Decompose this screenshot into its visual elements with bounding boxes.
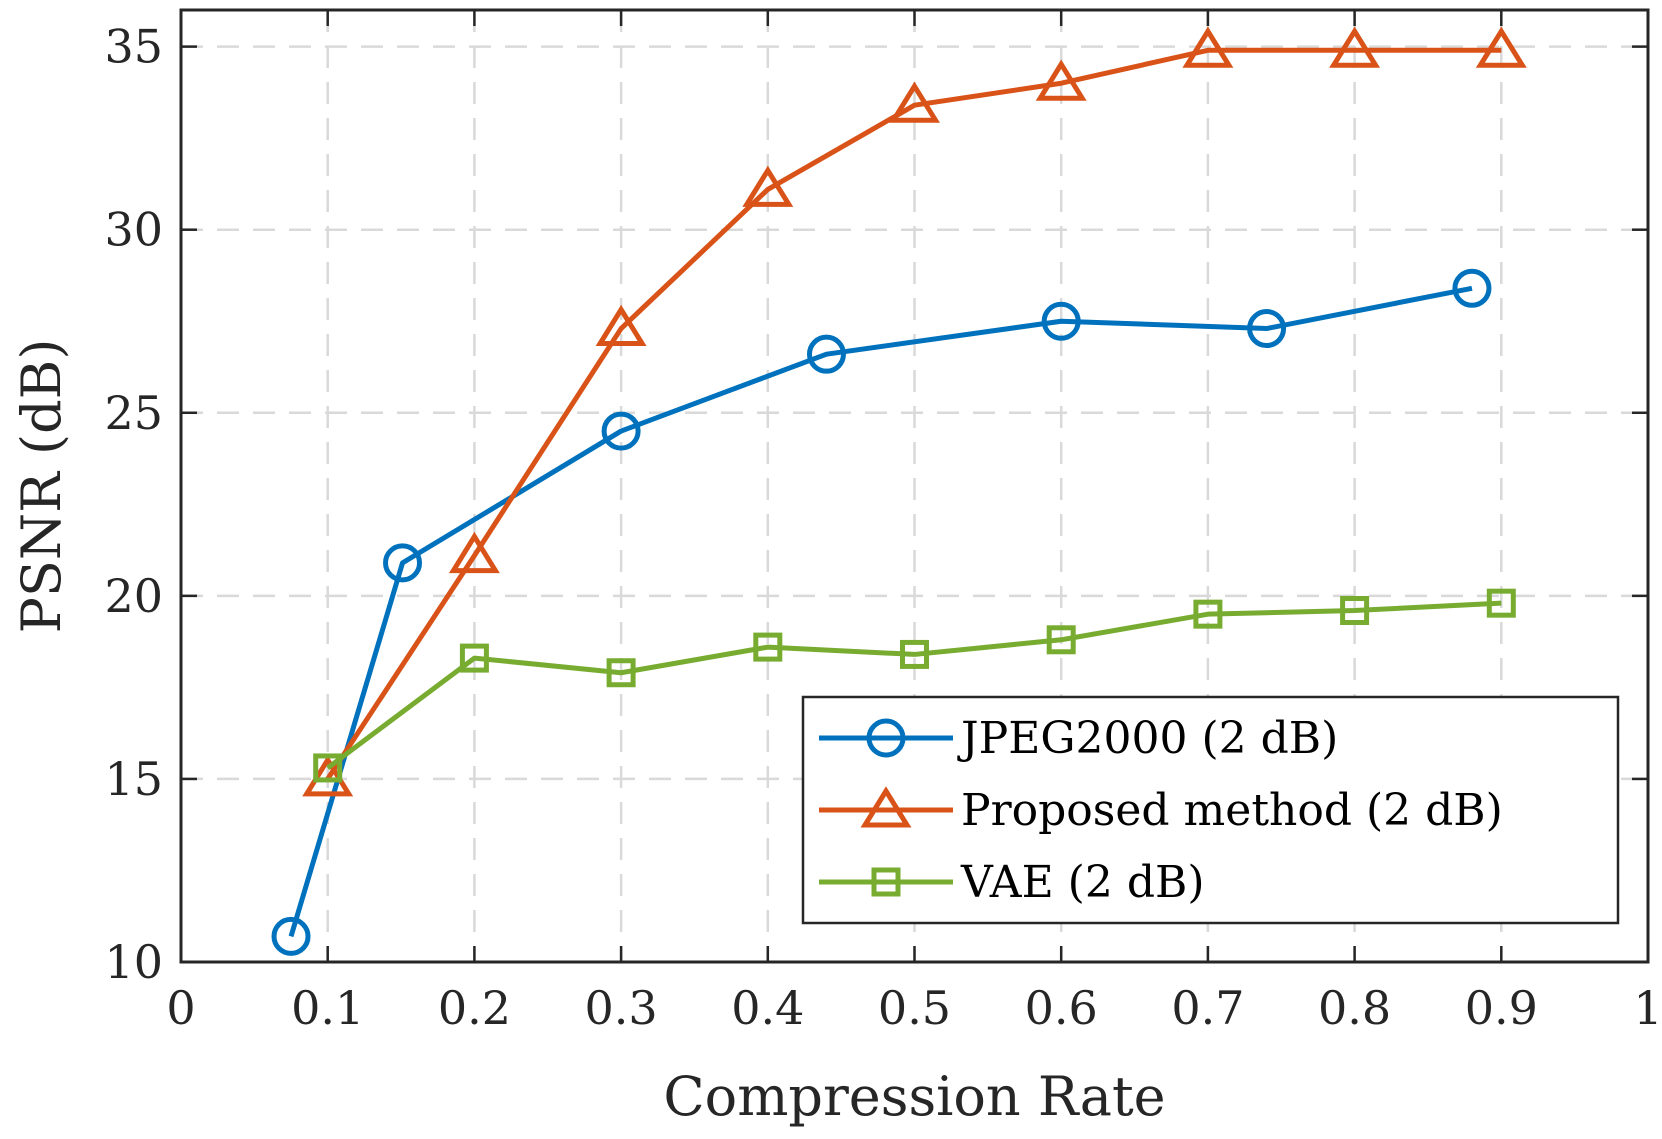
series (271, 26, 1527, 956)
data-point (900, 639, 929, 669)
y-tick-label: 15 (104, 752, 163, 806)
series-line (325, 47, 1502, 781)
data-point (806, 334, 846, 374)
data-point (1193, 599, 1223, 629)
series-line (326, 600, 1502, 770)
series-2 (313, 588, 1516, 783)
axis-ticks (179, 10, 1650, 964)
x-tick-label: 0.6 (1025, 981, 1098, 1035)
x-tick-label: 0.1 (291, 981, 364, 1035)
data-point (1329, 26, 1381, 68)
x-tick-labels: 0 0.1 0.2 0.3 0.4 0.5 0.6 0.7 0.8 0.9 1 (166, 981, 1662, 1035)
legend-item: JPEG2000 (2 dB) (819, 713, 1338, 764)
data-point (1035, 59, 1087, 101)
data-point (1340, 595, 1370, 625)
data-point (889, 81, 940, 123)
legend: JPEG2000 (2 dB) Proposed method (2 dB) VAE… (801, 695, 1620, 925)
legend-label: Proposed method (2 dB) (961, 785, 1503, 836)
y-tick-label: 35 (104, 20, 163, 74)
legend-marker (860, 786, 912, 828)
data-point (1452, 268, 1492, 308)
data-point (448, 531, 500, 574)
legend-marker (871, 867, 901, 897)
data-point (601, 411, 641, 451)
x-tick-label: 1 (1633, 981, 1662, 1035)
x-tick-label: 0.2 (438, 981, 511, 1035)
data-point (1182, 26, 1234, 68)
y-axis-label: PSNR (dB) (10, 339, 73, 634)
y-tick-labels: 10 15 20 25 30 35 (104, 20, 163, 989)
data-point (271, 916, 311, 956)
x-tick-label: 0.7 (1171, 981, 1244, 1035)
data-point (595, 304, 647, 347)
y-tick-label: 30 (104, 203, 163, 257)
x-tick-label: 0 (166, 981, 195, 1035)
data-point (459, 643, 489, 673)
y-tick-label: 10 (104, 935, 163, 989)
legend-label: JPEG2000 (2 dB) (957, 713, 1338, 764)
legend-marker (866, 718, 906, 758)
x-tick-label: 0.5 (878, 981, 951, 1035)
y-tick-label: 20 (104, 569, 163, 623)
data-point (1486, 588, 1516, 618)
x-tick-label: 0.8 (1318, 981, 1391, 1035)
series-line (288, 285, 1473, 938)
legend-item: VAE (2 dB) (819, 857, 1204, 908)
data-point (1247, 309, 1287, 349)
data-point (606, 658, 636, 688)
x-tick-label: 0.3 (585, 981, 658, 1035)
data-point (742, 165, 794, 207)
x-tick-label: 0.4 (731, 981, 804, 1035)
legend-item: Proposed method (2 dB) (819, 785, 1503, 836)
x-axis-label: Compression Rate (663, 1065, 1165, 1128)
data-point (383, 543, 423, 583)
data-point (1046, 625, 1076, 655)
x-tick-label: 0.9 (1465, 981, 1538, 1035)
data-point (313, 753, 343, 783)
series-1 (302, 26, 1527, 797)
y-tick-label: 25 (104, 386, 163, 440)
data-point (753, 632, 783, 662)
data-point (1041, 301, 1081, 341)
series-0 (271, 268, 1492, 956)
data-point (1475, 26, 1527, 68)
legend-label: VAE (2 dB) (960, 857, 1204, 908)
